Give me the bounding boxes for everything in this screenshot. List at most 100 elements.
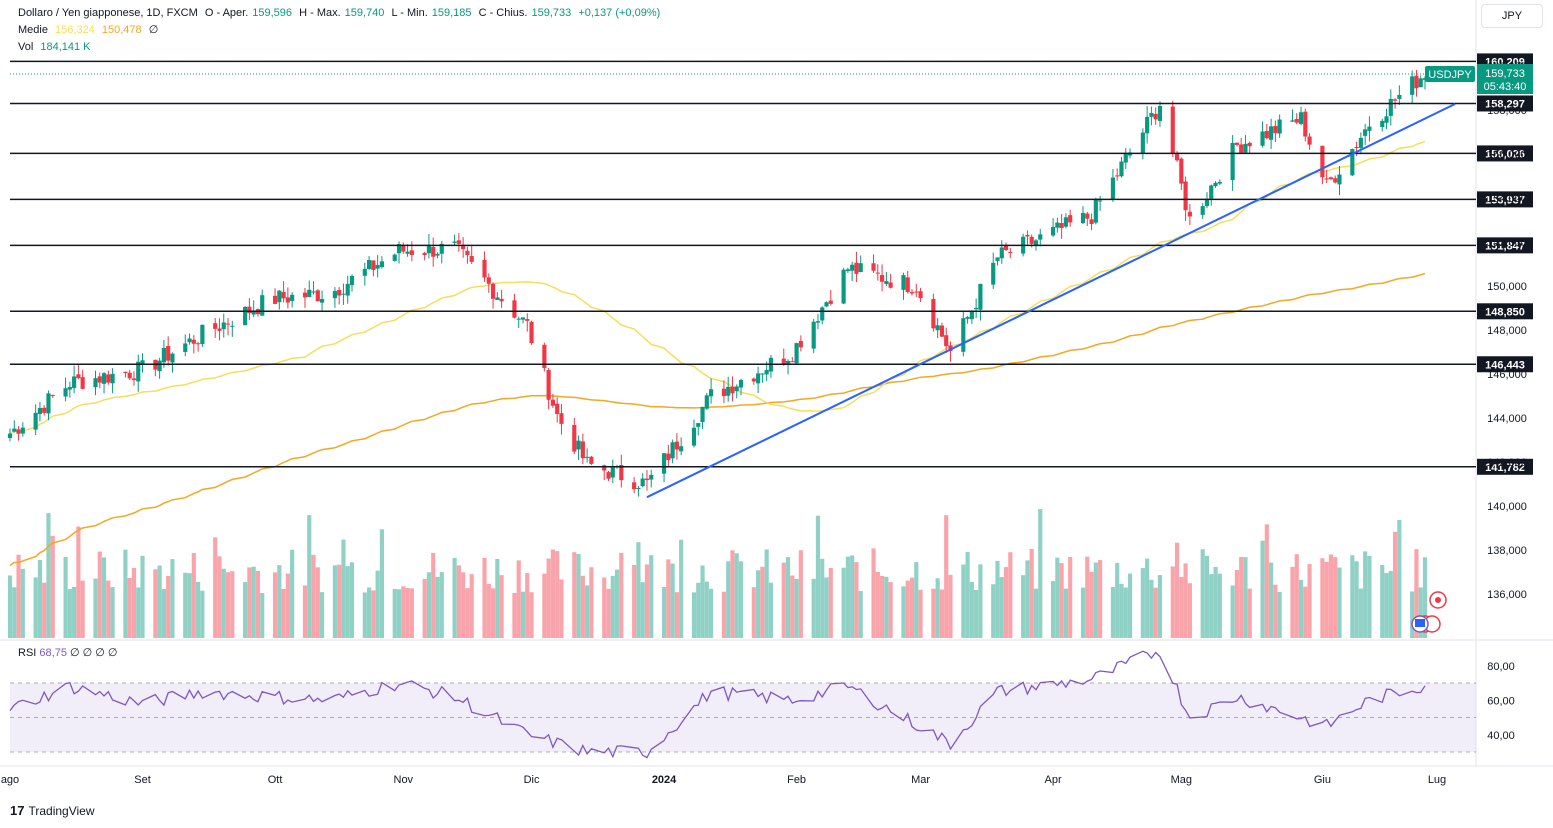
volume-bar [140, 555, 145, 638]
candle [311, 281, 316, 295]
price-pane[interactable] [0, 0, 1476, 640]
candle-body [490, 283, 496, 299]
volume-bar [1354, 561, 1359, 638]
volume-bar [709, 588, 714, 638]
candle-body [166, 346, 171, 361]
candle [760, 373, 765, 383]
volume-bar [914, 562, 919, 638]
volume-bar [1179, 576, 1184, 638]
candle-body [332, 290, 337, 299]
candle [482, 251, 487, 282]
candle-body [302, 292, 308, 298]
candle-body [1363, 129, 1368, 136]
candle [469, 246, 474, 264]
candle-body [290, 294, 295, 302]
candle [1397, 85, 1402, 105]
volume-bar [1008, 552, 1013, 638]
price-tick: 148,000 [1487, 325, 1527, 337]
candle-body [123, 371, 128, 373]
candle-body [1260, 131, 1265, 146]
candle-body [277, 290, 282, 303]
time-tick: Dic [524, 774, 540, 786]
volume-bar [850, 555, 855, 638]
trendline-path [646, 103, 1456, 499]
candle [1059, 214, 1064, 239]
candle-body [1410, 76, 1415, 95]
candle [939, 322, 945, 337]
candle-body [546, 370, 551, 400]
candle-body [465, 250, 470, 256]
candle [965, 315, 970, 324]
candle [281, 281, 286, 303]
candle-body [452, 241, 457, 243]
candle-body [439, 243, 444, 254]
volume-bar [281, 589, 286, 638]
volume-bar [785, 557, 791, 638]
candle [1038, 228, 1043, 247]
price-tick: 154,000 [1487, 193, 1527, 205]
volume-bar [961, 564, 966, 638]
candle [1243, 134, 1248, 154]
level-tag [1477, 356, 1533, 373]
candle-body [499, 298, 504, 302]
candle-body [97, 376, 102, 383]
candle [221, 313, 226, 338]
volume-bar [636, 542, 641, 638]
volume-bar [1093, 562, 1098, 638]
volume-bar [644, 564, 650, 638]
candle [691, 419, 697, 448]
rsi-legend[interactable]: RSI 68,75 ∅ ∅ ∅ ∅ [18, 646, 118, 659]
volume-bar [221, 568, 226, 638]
time-tick: Giu [1314, 774, 1331, 786]
candle [290, 292, 295, 308]
candle-body [46, 393, 51, 414]
rsi-extra: ∅ ∅ ∅ ∅ [70, 647, 118, 659]
ma-legend[interactable]: Medie 156,324 150,478 ∅ [18, 23, 162, 37]
candle-body [375, 265, 380, 269]
volume-bar [183, 572, 188, 638]
volume-bar [978, 564, 983, 638]
volume-bar [1187, 583, 1192, 638]
volume-bar [341, 539, 346, 638]
candle [272, 288, 278, 305]
volume-bar [1247, 588, 1252, 638]
candle [183, 334, 188, 357]
candle [422, 251, 427, 261]
currency-button[interactable]: JPY [1481, 4, 1543, 28]
candle [585, 448, 590, 463]
volume-bar [435, 576, 440, 638]
volume-bar [1277, 591, 1282, 638]
volume-bar [499, 575, 504, 638]
volume-bar [760, 566, 765, 638]
volume-bar [875, 571, 880, 638]
vol-legend[interactable]: Vol 184,141 K [18, 40, 95, 54]
volume-bar [63, 556, 68, 638]
event-icons[interactable] [1411, 591, 1447, 633]
volume-bar [452, 557, 457, 638]
candle-body [841, 269, 846, 304]
volume-bar [409, 588, 414, 638]
candle-body [1414, 75, 1419, 89]
candle-body [1098, 200, 1103, 202]
ma3-value: ∅ [148, 24, 159, 36]
volume-bar [375, 570, 380, 638]
brand-name: TradingView [28, 803, 95, 818]
tradingview-logo[interactable]: 17 TradingView [10, 803, 95, 818]
volume-bar [72, 586, 77, 638]
candle [315, 289, 320, 302]
volume-bar [1414, 549, 1419, 638]
candle [110, 368, 115, 394]
volume-bar [751, 587, 756, 638]
candle [392, 253, 397, 262]
volume-bar [7, 575, 13, 638]
volume-bar [995, 560, 1000, 638]
volume-bar [367, 587, 372, 638]
candle [751, 377, 756, 385]
volume-bar [726, 561, 731, 638]
candle [1051, 218, 1056, 237]
candle [709, 378, 714, 404]
candle [196, 341, 201, 352]
volume-bar [1209, 574, 1214, 638]
price-tick: 144,000 [1487, 413, 1527, 425]
